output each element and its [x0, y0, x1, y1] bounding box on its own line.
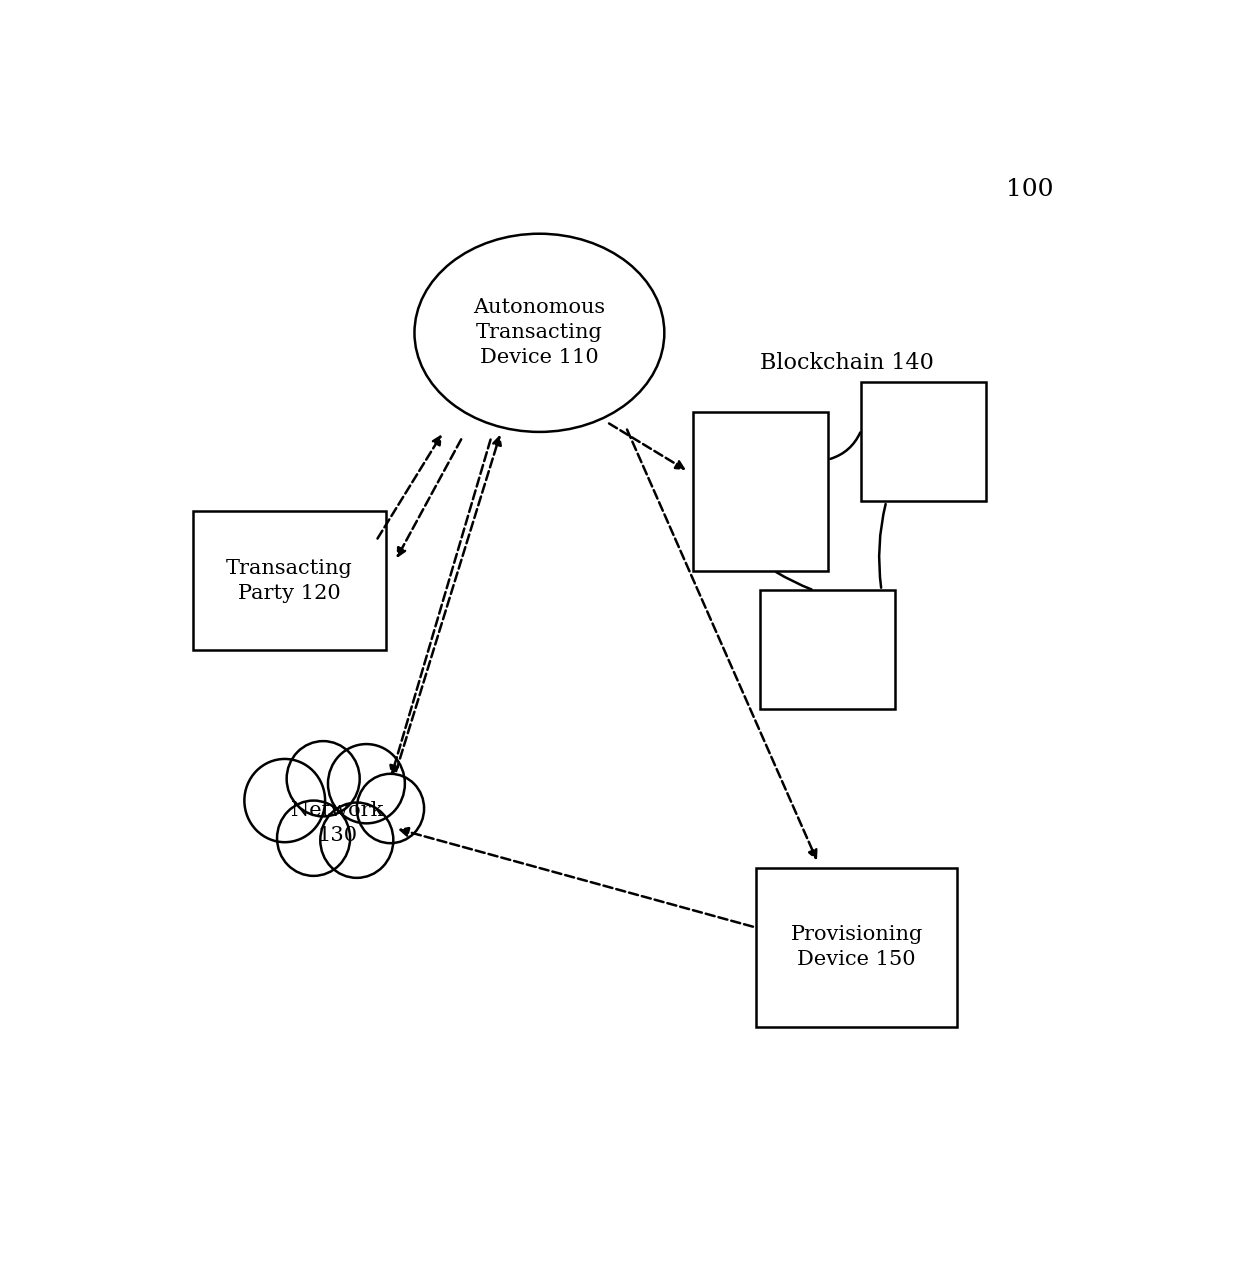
Bar [193, 511, 386, 650]
Circle shape [320, 803, 393, 878]
Bar [760, 591, 895, 709]
Text: Transacting
Party 120: Transacting Party 120 [226, 559, 353, 602]
Bar [755, 867, 957, 1027]
Bar [249, 746, 419, 873]
Circle shape [286, 741, 360, 816]
Text: Network
130: Network 130 [291, 802, 383, 846]
Circle shape [327, 744, 404, 824]
Circle shape [277, 801, 350, 876]
Bar [862, 382, 986, 502]
Text: Blockchain 140: Blockchain 140 [760, 351, 934, 373]
Ellipse shape [414, 234, 665, 432]
Circle shape [244, 759, 325, 842]
Text: Provisioning
Device 150: Provisioning Device 150 [790, 925, 923, 969]
Text: 100: 100 [1006, 178, 1053, 201]
Circle shape [357, 773, 424, 843]
Text: Autonomous
Transacting
Device 110: Autonomous Transacting Device 110 [474, 299, 605, 367]
Bar [693, 412, 828, 570]
